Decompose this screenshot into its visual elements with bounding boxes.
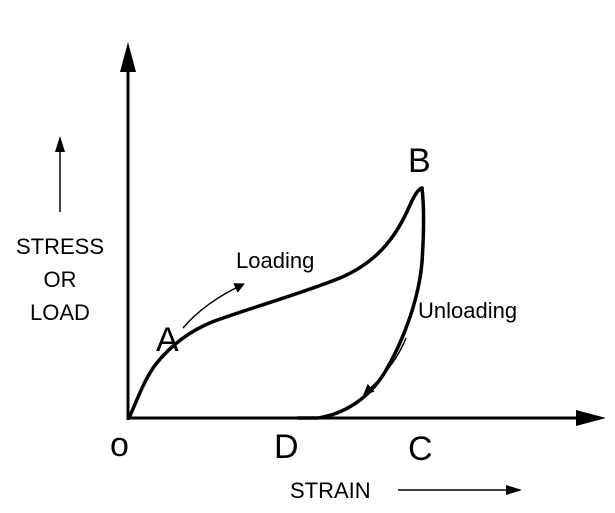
- strain-direction-arrow: [398, 485, 522, 495]
- loading-annotation: Loading: [236, 248, 314, 273]
- unloading-curve: [296, 186, 426, 420]
- point-a-label: A: [156, 321, 179, 359]
- origin-label: o: [110, 426, 129, 464]
- unloading-annotation: Unloading: [418, 298, 517, 323]
- point-b-label: B: [408, 142, 431, 180]
- unloading-direction-arrow: [363, 337, 407, 395]
- y-axis-label: STRESS OR LOAD: [16, 234, 104, 325]
- x-axis-label: STRAIN: [290, 478, 371, 503]
- loading-direction-arrow: [182, 283, 245, 329]
- x-axis-arrowhead: [576, 410, 606, 426]
- y-axis: [120, 42, 136, 420]
- x-axis: [128, 410, 606, 426]
- y-axis-label-line3: LOAD: [30, 300, 90, 325]
- stress-direction-arrow: [55, 136, 65, 212]
- y-axis-label-line2: OR: [44, 267, 77, 292]
- point-c-label: C: [408, 430, 433, 468]
- y-axis-arrowhead: [120, 42, 136, 72]
- y-axis-label-line1: STRESS: [16, 234, 104, 259]
- loading-curve: [127, 186, 424, 420]
- point-d-label: D: [274, 428, 299, 466]
